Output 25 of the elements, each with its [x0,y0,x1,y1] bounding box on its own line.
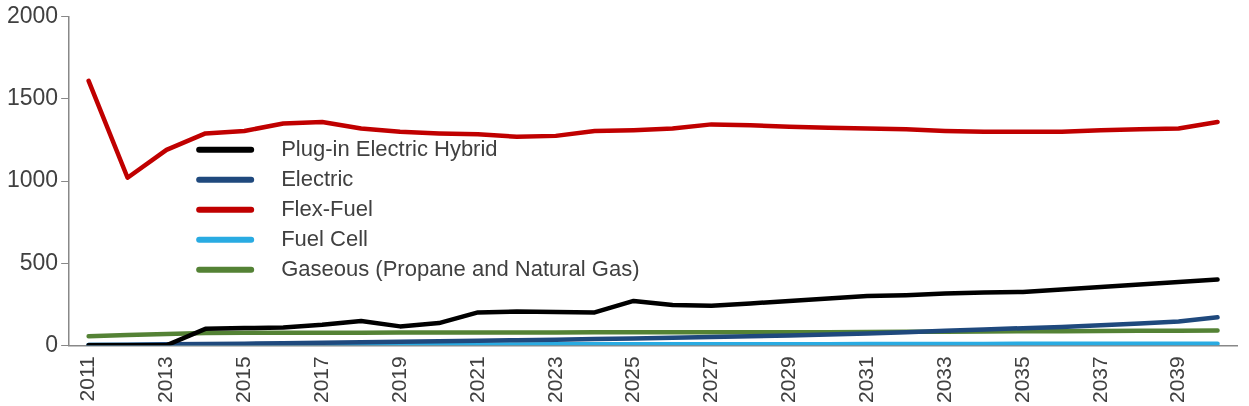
y-tick-label: 1500 [6,84,59,111]
x-tick-label: 2021 [464,356,488,403]
x-tick-label: 2031 [853,356,877,403]
y-tick-label: 500 [19,248,59,275]
y-tick-label: 0 [45,330,59,357]
x-tick-label: 2013 [153,356,177,403]
x-tick-label: 2033 [931,356,955,403]
x-tick-label: 2011 [75,356,99,402]
x-tick-label: 2019 [386,356,410,403]
x-tick-label: 2035 [1009,356,1033,403]
x-tick-label: 2015 [231,356,255,403]
y-tick-label: 1000 [6,166,59,193]
x-tick-label: 2039 [1165,356,1189,403]
y-tick-label: 2000 [6,2,59,29]
x-tick-label: 2027 [698,356,722,403]
x-tick-label: 2023 [542,356,566,403]
x-tick-label: 2025 [620,356,644,403]
legend-label: Gaseous (Propane and Natural Gas) [281,255,640,281]
legend-label: Flex-Fuel [281,195,373,221]
x-tick-label: 2017 [308,356,332,403]
legend-label: Fuel Cell [281,225,368,251]
legend-label: Electric [281,165,354,191]
x-tick-label: 2029 [776,356,800,403]
legend-label: Plug-in Electric Hybrid [281,135,498,161]
x-tick-label: 2037 [1087,356,1111,403]
